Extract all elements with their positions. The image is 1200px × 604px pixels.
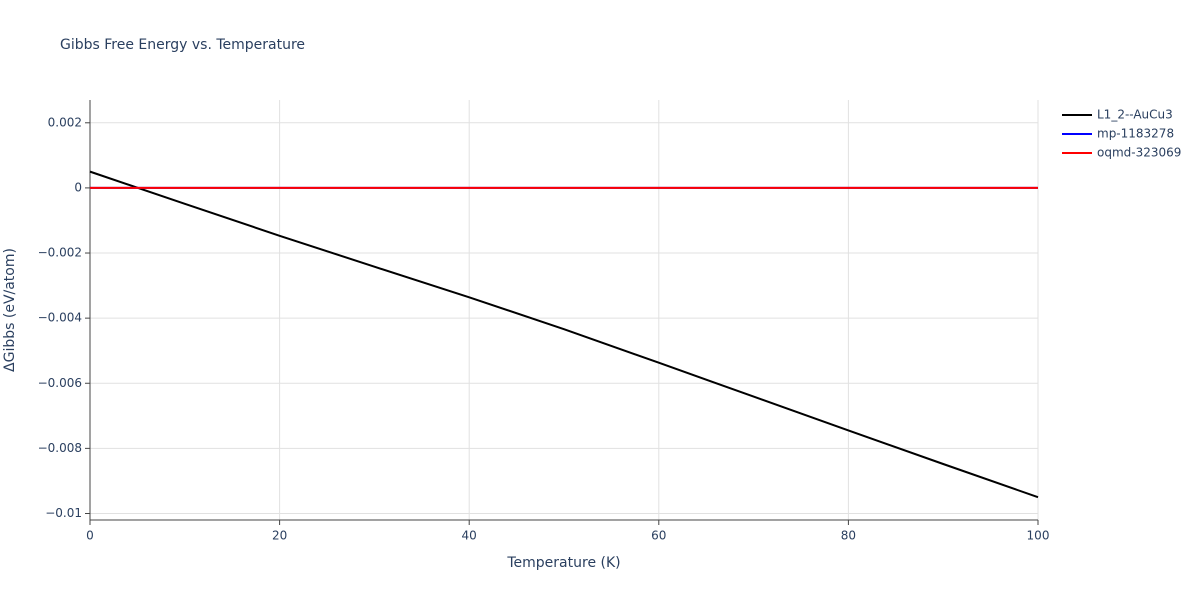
legend-label: L1_2--AuCu3	[1097, 108, 1173, 122]
legend-label: mp-1183278	[1097, 127, 1174, 141]
x-tick-label: 100	[1027, 529, 1050, 543]
series-line	[89, 170, 1039, 499]
y-tick-label: −0.004	[38, 311, 82, 325]
y-tick-label: −0.008	[38, 441, 82, 455]
x-tick-label: 0	[86, 529, 94, 543]
y-axis-title: ΔGibbs (eV/atom)	[2, 248, 18, 372]
legend-label: oqmd-323069	[1097, 146, 1181, 160]
x-tick-label: 20	[272, 529, 287, 543]
y-tick-label: 0	[74, 180, 82, 194]
x-tick-label: 60	[651, 529, 666, 543]
x-tick-label: 40	[462, 529, 477, 543]
x-axis-title: Temperature (K)	[506, 555, 620, 571]
y-tick-label: −0.01	[45, 506, 82, 520]
y-tick-label: −0.006	[38, 376, 82, 390]
chart-title: Gibbs Free Energy vs. Temperature	[60, 37, 305, 53]
x-tick-label: 80	[841, 529, 856, 543]
y-tick-label: 0.002	[48, 115, 82, 129]
y-tick-label: −0.002	[38, 246, 82, 260]
